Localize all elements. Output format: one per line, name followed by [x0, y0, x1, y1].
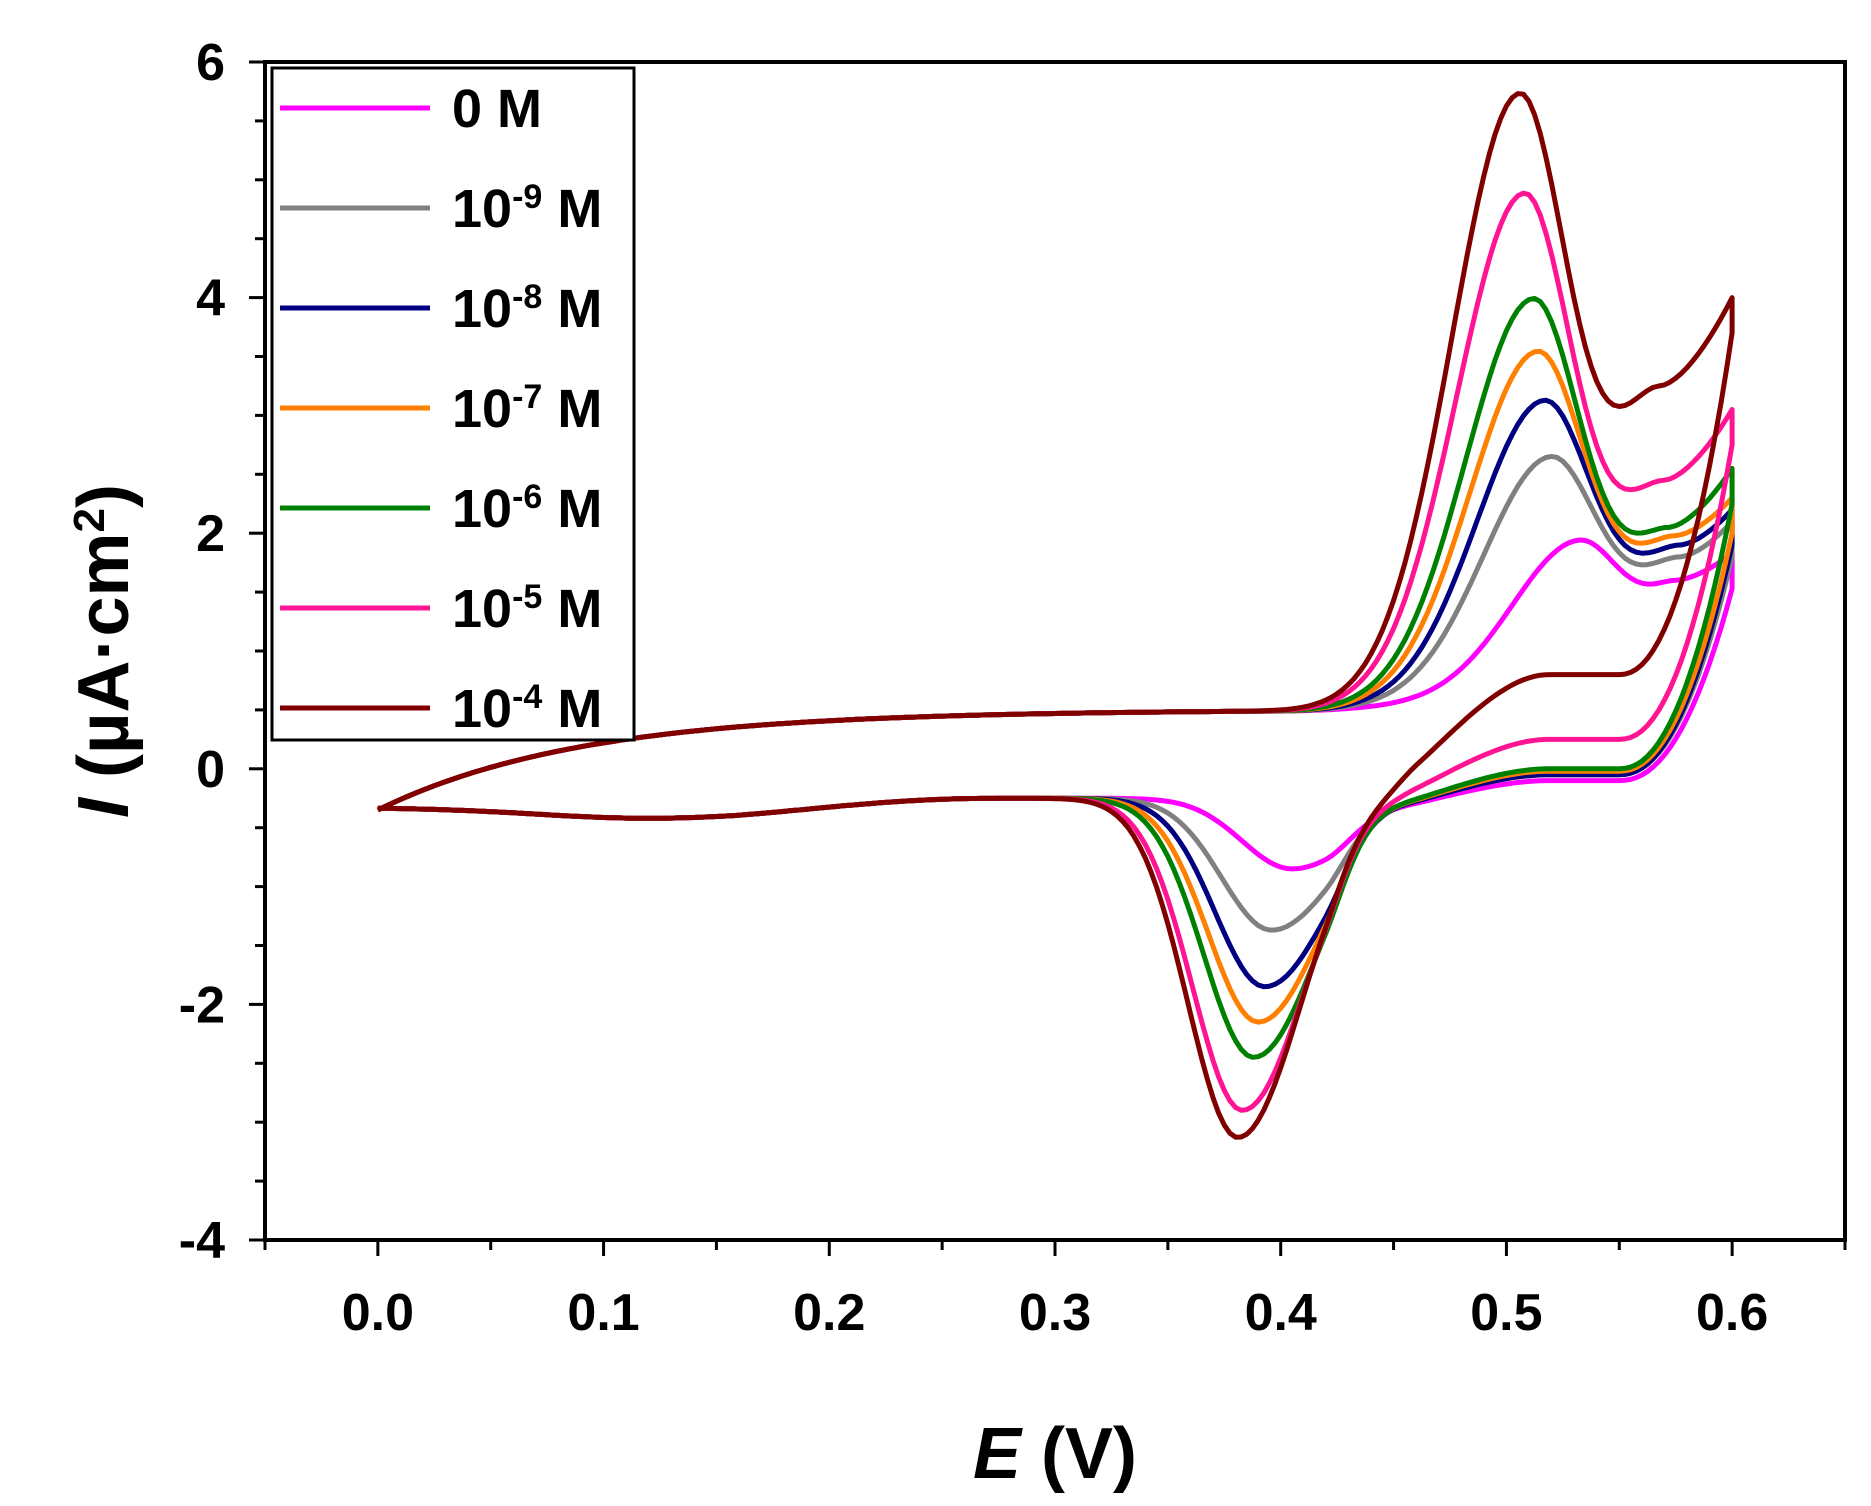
- x-axis-symbol: E: [973, 1414, 1023, 1494]
- legend: 0 M 10-9 M 10-8 M 10-7 M 10-6 M 10-5 M 10-4 M: [270, 66, 636, 742]
- legend-label-5: 10-5 M: [452, 578, 602, 639]
- y-tick-label: 0: [196, 741, 225, 799]
- x-tick-label: 0.4: [1245, 1284, 1317, 1342]
- y-axis: -4 -2 0 2 4 6: [179, 34, 265, 1270]
- legend-label-4: 10-6 M: [452, 478, 602, 539]
- y-axis-title: I (µA·cm2): [64, 484, 144, 818]
- x-axis-unit: (V): [1021, 1414, 1137, 1494]
- x-tick-label: 0.0: [342, 1284, 414, 1342]
- y-axis-unit: (µA·cm: [64, 532, 144, 798]
- legend-label-1: 10-9 M: [452, 178, 602, 239]
- x-tick-label: 0.1: [567, 1284, 639, 1342]
- x-tick-label: 0.3: [1019, 1284, 1091, 1342]
- legend-label-6: 10-4 M: [452, 678, 602, 739]
- plot-lines: [376, 91, 1735, 1140]
- x-tick-label: 0.5: [1470, 1284, 1542, 1342]
- series-line-6: [376, 91, 1735, 1140]
- y-axis-unit-close: ): [64, 484, 144, 508]
- x-axis-title: E (V): [973, 1414, 1137, 1494]
- legend-box: [270, 66, 636, 742]
- y-tick-label: 2: [196, 505, 225, 563]
- y-axis-symbol: I: [64, 796, 144, 818]
- y-tick-label: -2: [179, 976, 225, 1034]
- y-tick-label: 4: [196, 270, 225, 328]
- legend-label-0: 0 M: [452, 79, 542, 139]
- x-axis: 0.0 0.1 0.2 0.3 0.4 0.5 0.6: [263, 1240, 1847, 1342]
- y-axis-unit-exponent: 2: [65, 508, 114, 532]
- y-tick-label: -4: [179, 1212, 225, 1270]
- legend-label-2: 10-8 M: [452, 278, 602, 339]
- x-tick-label: 0.6: [1696, 1284, 1768, 1342]
- y-tick-label: 6: [196, 34, 225, 92]
- x-tick-label: 0.2: [793, 1284, 865, 1342]
- legend-label-3: 10-7 M: [452, 378, 602, 439]
